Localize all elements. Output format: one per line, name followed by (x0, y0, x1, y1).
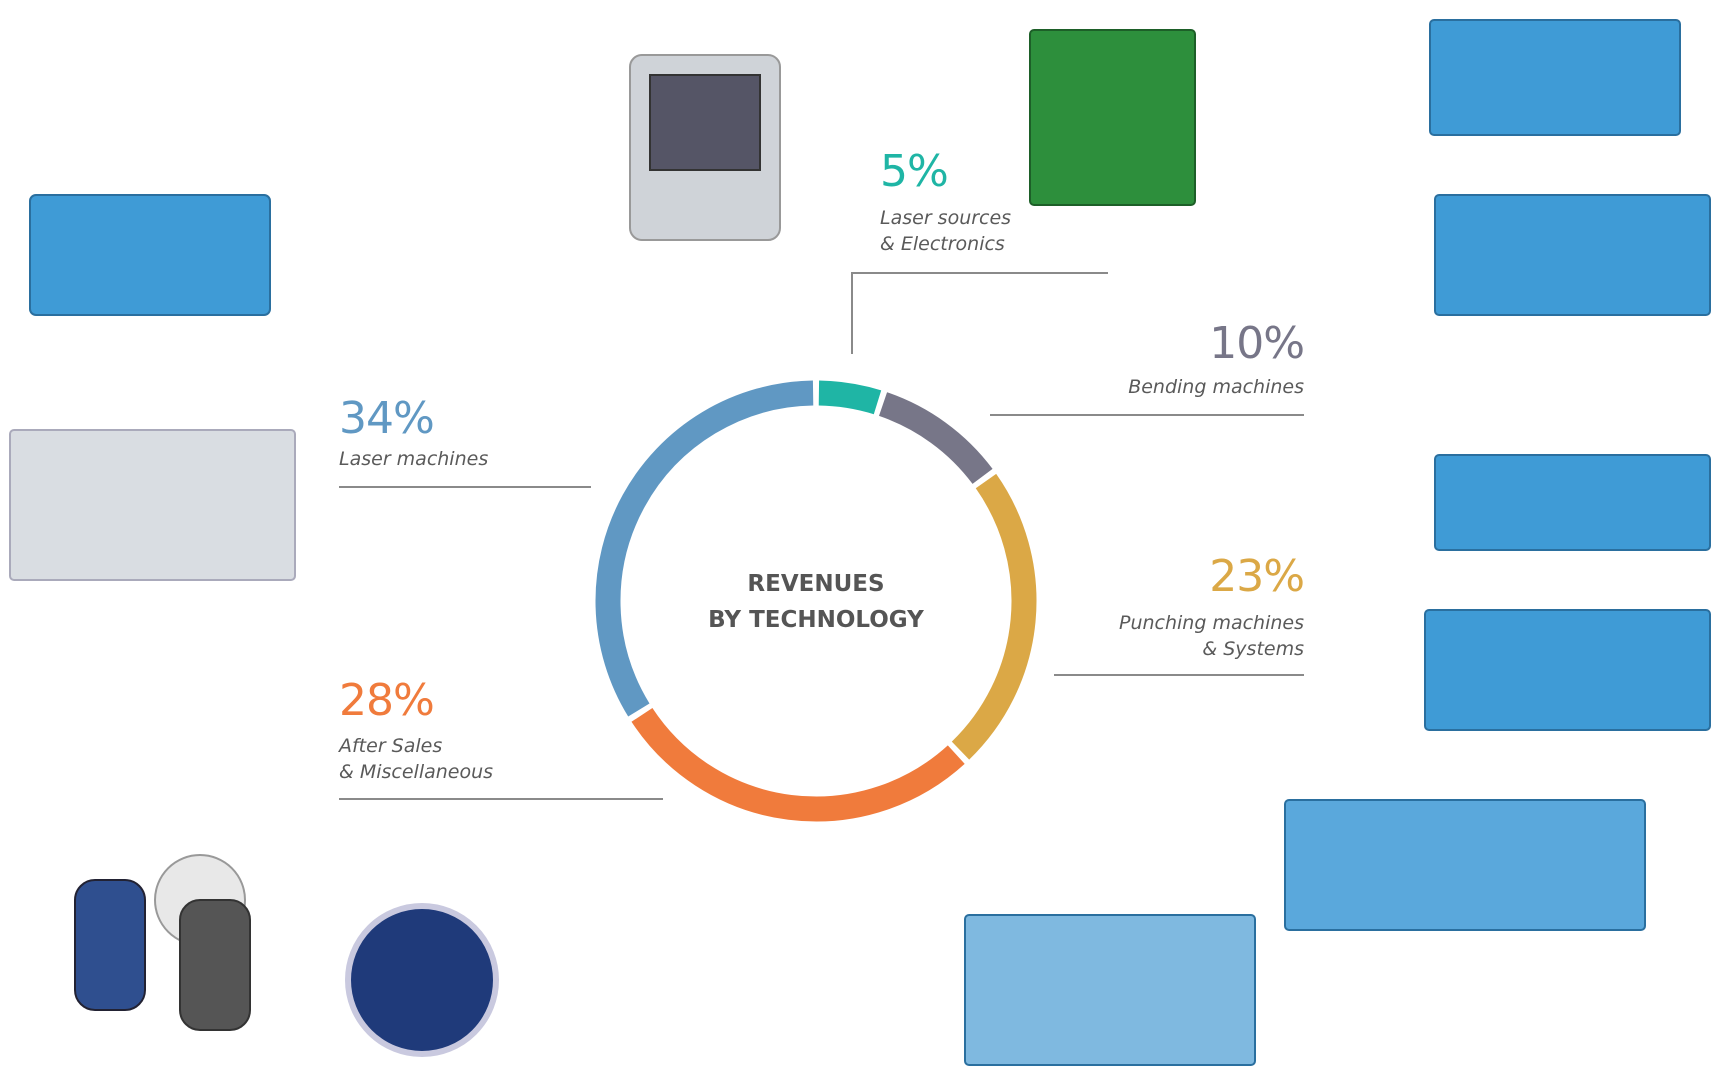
gears-icon (345, 903, 499, 1057)
product-images (9, 19, 1711, 1066)
category-label: Laser sources & Electronics (880, 207, 1012, 255)
punching-machine-image (1434, 454, 1711, 551)
value-label: 23% (1209, 551, 1305, 602)
category-label: After Sales & Miscellaneous (339, 735, 494, 783)
category-label: Bending machines (1128, 376, 1304, 398)
service-people-image (74, 879, 146, 1011)
value-label: 5% (880, 146, 949, 197)
donut-segment (595, 380, 814, 717)
screen-image (649, 74, 761, 171)
laser-machine-image (29, 194, 271, 316)
system-image (1284, 799, 1646, 931)
category-label: Punching machines & Systems (1119, 612, 1304, 660)
system-image (964, 914, 1256, 1066)
service-people-image (179, 899, 251, 1031)
value-label: 34% (339, 393, 435, 444)
bending-machine-image (1434, 194, 1711, 316)
leader-line (851, 272, 1108, 354)
donut-segment (818, 380, 882, 415)
punching-machine-image (1424, 609, 1711, 731)
laser-source-image (1029, 29, 1196, 206)
donut-segment (878, 392, 993, 485)
laser-machine-image (9, 429, 296, 581)
donut-segment (951, 473, 1037, 760)
bending-machine-image (1429, 19, 1681, 136)
chart-title: REVENUES BY TECHNOLOGY (708, 571, 924, 633)
value-label: 28% (339, 675, 435, 726)
donut-segment (631, 708, 965, 822)
category-label: Laser machines (339, 448, 489, 470)
value-label: 10% (1209, 318, 1305, 369)
